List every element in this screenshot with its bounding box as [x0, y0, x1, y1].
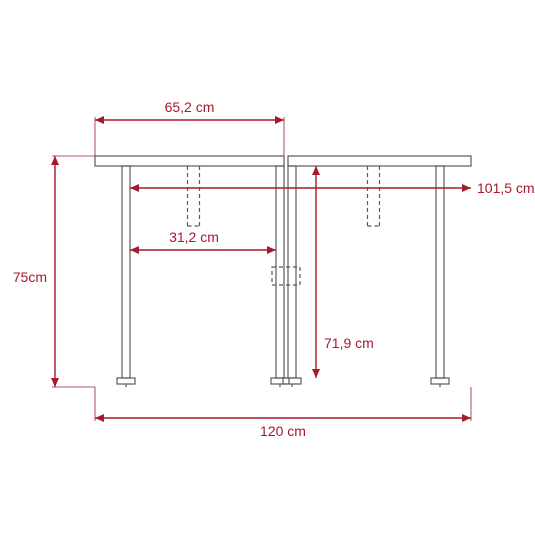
width-label: 120 cm	[260, 423, 306, 439]
dimension-lines: 75cm 120 cm 65,2 cm 101,5 cm 31,2 cm 71,9 cm	[13, 99, 535, 439]
height-label: 75cm	[13, 269, 47, 285]
furniture-outline	[95, 156, 471, 387]
inner-right-label: 71,9 cm	[324, 335, 374, 351]
upper-right-label: 101,5 cm	[477, 180, 535, 196]
top-half-label: 65,2 cm	[165, 99, 215, 115]
inner-left-label: 31,2 cm	[169, 229, 219, 245]
technical-drawing: 75cm 120 cm 65,2 cm 101,5 cm 31,2 cm 71,9 cm	[0, 0, 535, 535]
